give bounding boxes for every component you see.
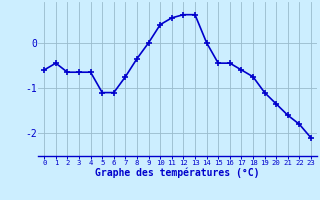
- X-axis label: Graphe des températures (°C): Graphe des températures (°C): [95, 168, 260, 178]
